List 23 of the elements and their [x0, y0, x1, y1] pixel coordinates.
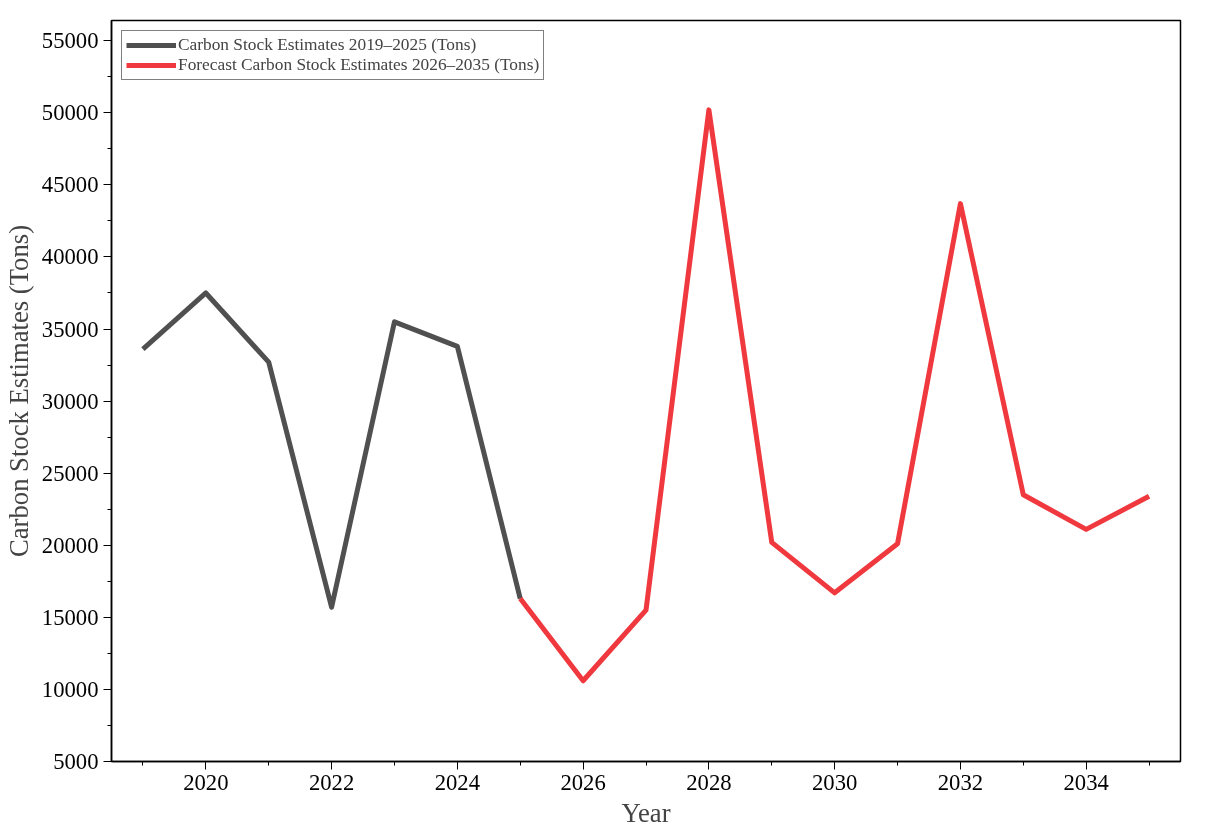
x-axis-title: Year [621, 797, 671, 828]
x-tick-label: 2030 [811, 769, 858, 795]
x-tick-label: 2026 [560, 769, 606, 795]
y-tick-label: 55000 [41, 28, 99, 54]
x-tick-label: 2032 [937, 769, 984, 795]
y-tick-label: 20000 [41, 532, 99, 558]
y-tick-label: 5000 [53, 749, 99, 774]
x-tick-label: 2028 [686, 769, 732, 795]
x-tick-label: 2022 [308, 769, 355, 795]
x-tick-label: 2020 [183, 769, 229, 795]
legend-label: Carbon Stock Estimates 2019–2025 (Tons) [178, 35, 477, 55]
y-tick-label: 50000 [41, 100, 99, 126]
y-tick-label: 30000 [41, 388, 99, 414]
y-tick-label: 15000 [41, 604, 99, 630]
y-tick-label: 45000 [41, 172, 99, 198]
x-tick-label: 2034 [1063, 769, 1109, 795]
y-axis-title: Carbon Stock Estimates (Tons) [3, 224, 34, 558]
y-tick-label: 10000 [41, 676, 99, 702]
y-tick-label: 25000 [41, 460, 99, 486]
y-tick-label: 40000 [41, 244, 99, 270]
legend-label: Forecast Carbon Stock Estimates 2026–2035 (Tons) [178, 55, 540, 75]
x-tick-label: 2024 [434, 769, 481, 795]
y-tick-label: 35000 [41, 316, 99, 342]
